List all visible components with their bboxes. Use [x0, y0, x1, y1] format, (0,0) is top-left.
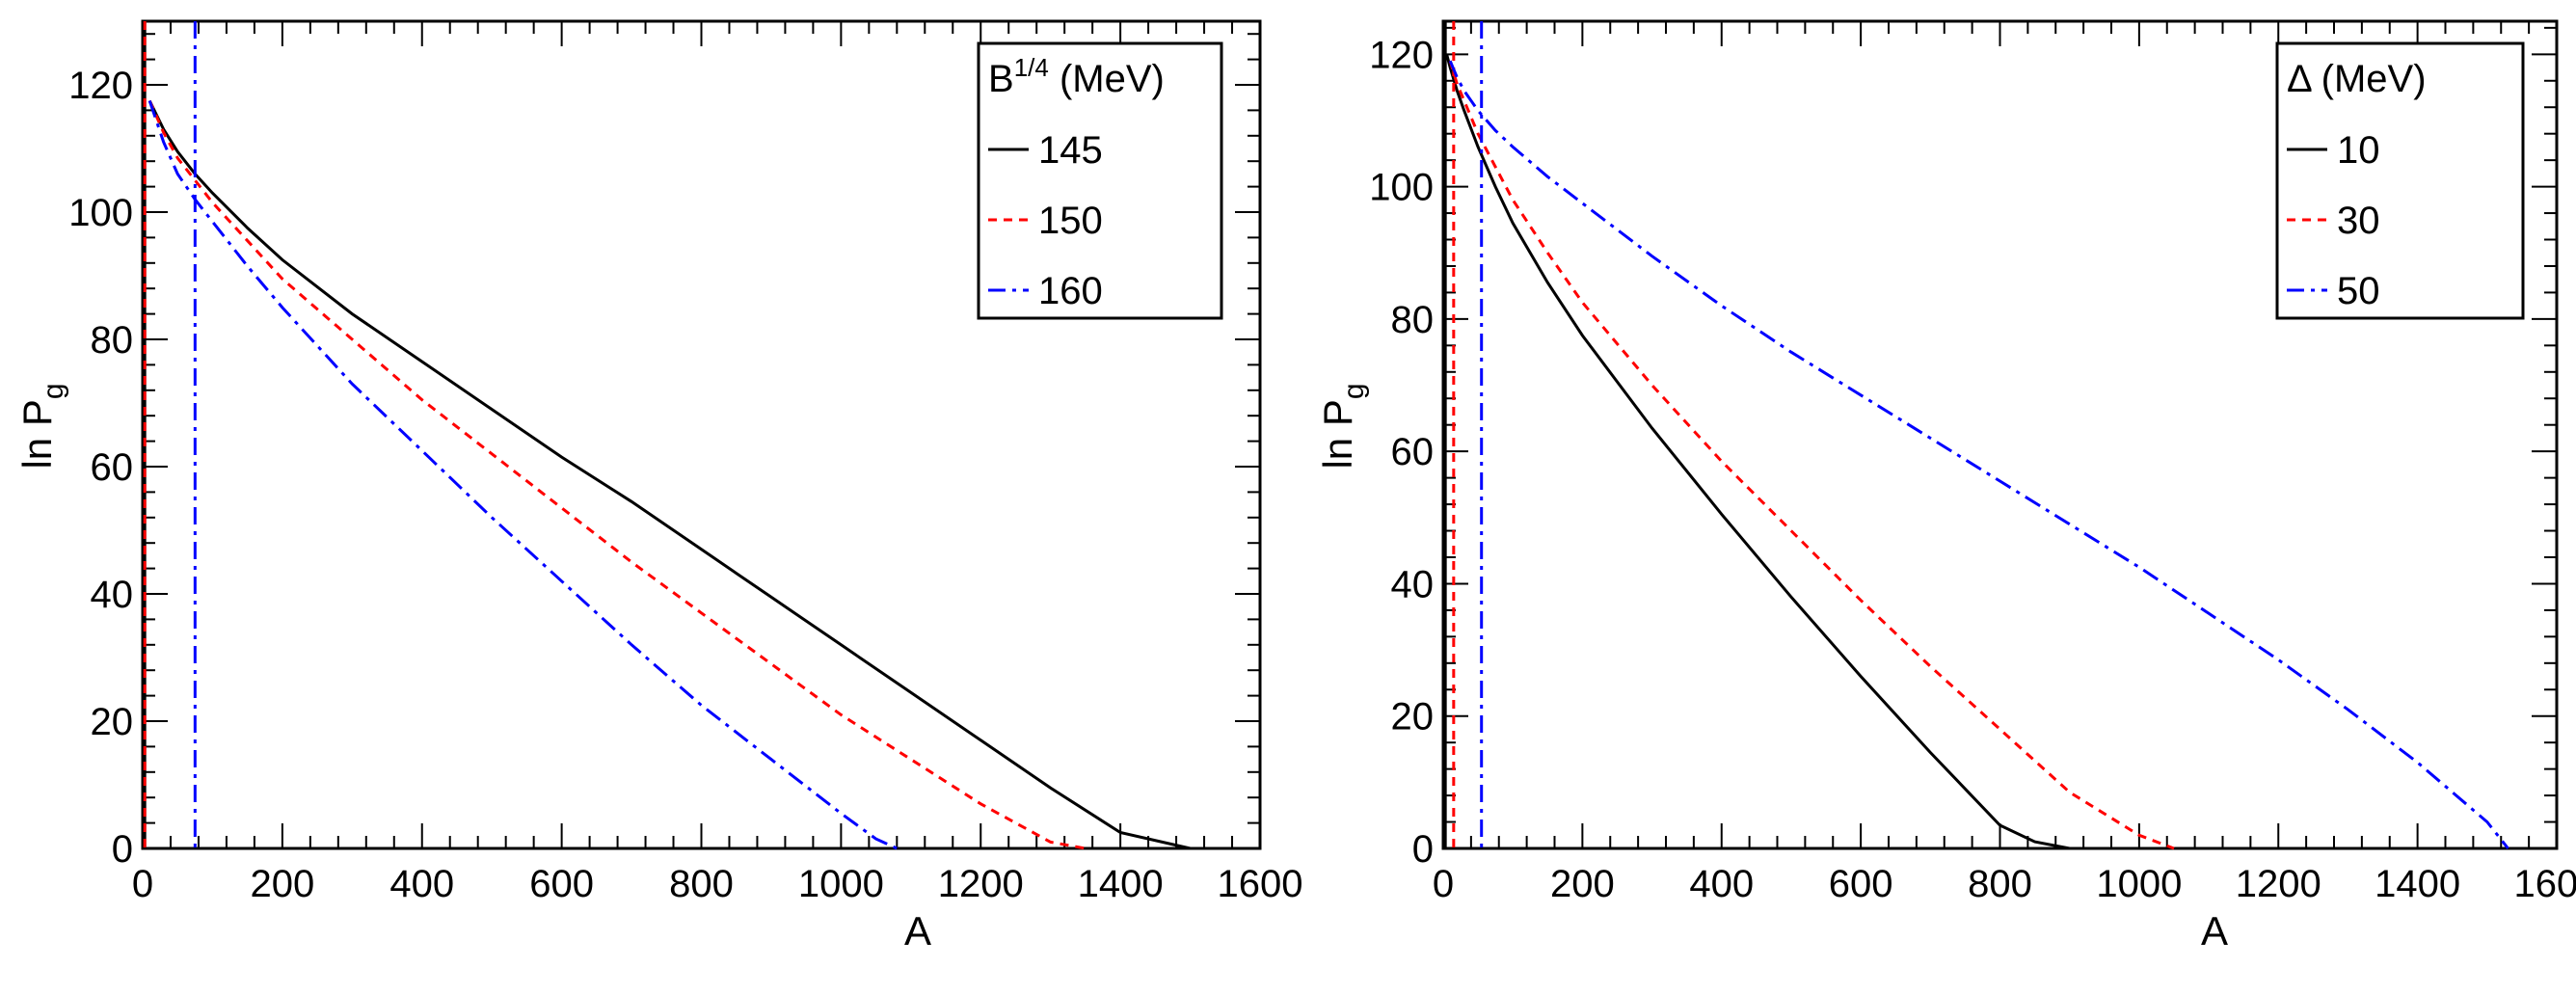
series-line-10 [1445, 53, 2070, 850]
y-tick-label: 80 [1391, 299, 1435, 341]
x-tick-label: 600 [1829, 863, 1893, 905]
legend-box [977, 41, 1223, 320]
x-tick-label: 600 [529, 863, 594, 905]
y-tick-label: 20 [1391, 696, 1435, 739]
legend-title: B1/4 (MeV) [988, 53, 1165, 100]
y-axis-title-sub: g [1338, 383, 1370, 399]
x-axis-title: A [904, 908, 931, 954]
x-tick-label: 1200 [2236, 863, 2321, 905]
y-axis-title: ln Pg [14, 383, 69, 469]
series-line-145 [148, 99, 1191, 850]
legend: Δ (MeV) 10 30 50 [2275, 41, 2525, 320]
series-line-50 [1448, 60, 2509, 849]
x-tick-label: 1000 [2096, 863, 2182, 905]
legend-label-10: 10 [2337, 129, 2380, 172]
x-tick-label: 1400 [1078, 863, 1164, 905]
y-axis-title-main: ln P [14, 399, 60, 469]
legend-label-150: 150 [1038, 200, 1103, 242]
x-tick-label: 1600 [1218, 863, 1303, 905]
chart-panel-1: 0 200 400 600 800 1000 1200 1400 1600 0 20 40 60 80 10… [14, 19, 1303, 954]
y-tick-label: 40 [91, 574, 134, 616]
chart-panel-2: 0 200 400 600 800 1000 1200 1400 1600 0 20 40 60 80 10… [1315, 19, 2576, 954]
legend-title-main: Δ [2287, 58, 2312, 100]
series-line-160 [148, 100, 898, 850]
y-tick-label: 60 [91, 446, 134, 489]
x-tick-label: 200 [1550, 863, 1615, 905]
legend-label-30: 30 [2337, 200, 2380, 242]
x-axis-title: A [2201, 908, 2228, 954]
y-tick-label: 20 [91, 701, 134, 743]
series-line-30 [1448, 60, 2175, 850]
x-tick-label: 1600 [2514, 863, 2576, 905]
y-tick-label: 40 [1391, 563, 1435, 605]
legend-title: Δ (MeV) [2287, 58, 2427, 100]
x-tick-label: 800 [669, 863, 734, 905]
y-axis-title-sub: g [38, 383, 69, 399]
x-tick-label: 0 [1433, 863, 1454, 905]
x-tick-label: 0 [132, 863, 153, 905]
legend-title-rest: (MeV) [1049, 58, 1165, 100]
y-axis-title-main: ln P [1315, 399, 1360, 469]
legend-label-160: 160 [1038, 270, 1103, 312]
y-tick-label: 0 [112, 828, 133, 871]
x-tick-label: 1000 [798, 863, 884, 905]
y-tick-label: 60 [1391, 431, 1435, 473]
legend-title-sup: 1/4 [1014, 53, 1049, 82]
y-tick-label: 80 [91, 319, 134, 362]
y-tick-label: 100 [1369, 167, 1434, 209]
y-tick-label: 120 [68, 65, 133, 107]
legend: B1/4 (MeV) 145 150 160 [977, 41, 1223, 320]
legend-title-rest: (MeV) [2311, 58, 2427, 100]
legend-label-145: 145 [1038, 129, 1103, 172]
legend-title-main: B [988, 58, 1014, 100]
x-tick-label: 200 [251, 863, 315, 905]
x-tick-label: 1400 [2375, 863, 2460, 905]
x-tick-label: 800 [1968, 863, 2032, 905]
legend-label-50: 50 [2337, 270, 2380, 312]
y-tick-label: 0 [1412, 828, 1434, 871]
x-tick-label: 400 [389, 863, 454, 905]
y-tick-label: 120 [1369, 34, 1434, 76]
x-tick-label: 1200 [938, 863, 1024, 905]
legend-box [2275, 41, 2525, 320]
x-tick-label: 400 [1689, 863, 1754, 905]
series-line-150 [148, 99, 1087, 850]
y-axis-title: ln Pg [1315, 383, 1370, 469]
y-tick-label: 100 [68, 192, 133, 234]
